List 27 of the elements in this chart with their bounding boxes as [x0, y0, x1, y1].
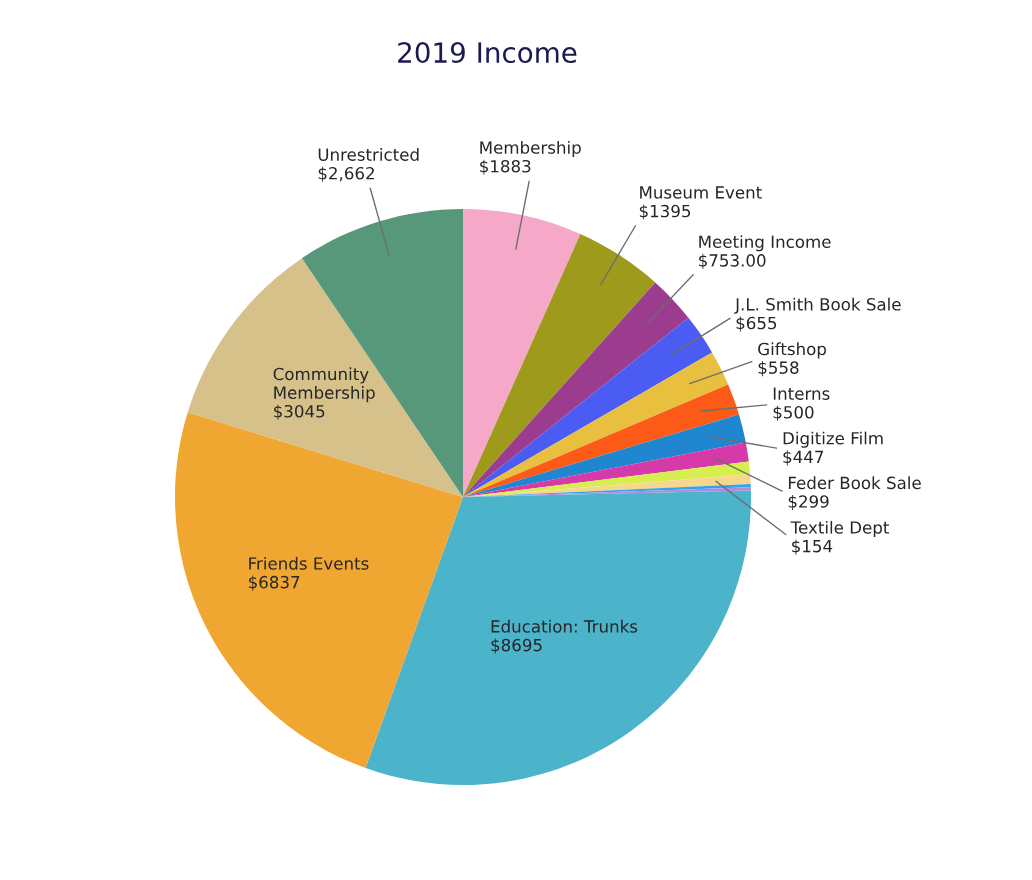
- slice-label: Friends Events: [249, 556, 369, 570]
- data-label: $753.00: [699, 253, 766, 269]
- data-label: $1883: [480, 159, 531, 175]
- slice-label: Education: Trunks: [491, 619, 638, 633]
- data-label: $1395: [639, 204, 691, 220]
- data-label: $447: [783, 450, 824, 466]
- data-label: $6837: [248, 575, 300, 591]
- data-label: $655: [736, 316, 777, 332]
- data-label: $558: [758, 361, 799, 377]
- slice-label: Museum Event: [640, 186, 762, 199]
- slice-label: J.L. Smith Book Sale: [734, 297, 901, 314]
- data-label: $3045: [274, 404, 325, 420]
- slice-label: Unrestricted: [318, 147, 419, 161]
- data-label: $299: [788, 494, 829, 511]
- slice-label: Community Membership: [273, 367, 375, 403]
- slice-label: Interns: [773, 387, 830, 400]
- chart-title: 2019 Income: [398, 42, 577, 64]
- slice-label: Giftshop: [758, 342, 826, 359]
- data-label: $500: [773, 405, 814, 421]
- slice-label: Textile Dept: [790, 520, 890, 538]
- data-label: $8695: [491, 638, 542, 654]
- data-label: $154: [792, 539, 833, 555]
- slice-label: Digitize Film: [783, 431, 883, 448]
- slice-label: Feder Book Sale: [788, 476, 921, 490]
- slice-label: Membership: [480, 140, 581, 158]
- slice-label: Meeting Income: [699, 235, 831, 252]
- data-label: $2,662: [318, 166, 374, 182]
